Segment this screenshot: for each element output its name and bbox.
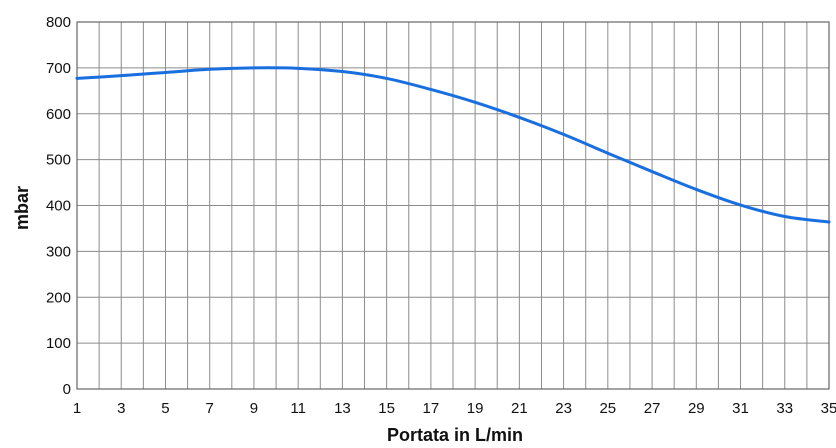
x-axis-title: Portata in L/min <box>387 425 523 445</box>
y-axis-title: mbar <box>12 186 32 230</box>
data-point <box>119 74 123 78</box>
x-tick-label: 1 <box>73 400 81 417</box>
data-point <box>429 88 433 91</box>
series-layer <box>75 66 831 224</box>
y-tick-label: 600 <box>46 106 71 123</box>
x-tick-label: 13 <box>334 400 351 417</box>
data-point <box>341 70 344 73</box>
grid <box>76 21 830 390</box>
y-tick-label: 400 <box>46 198 71 215</box>
y-tick-labels: 0 100 200 300 400 500 600 700 800 <box>46 14 71 398</box>
data-point <box>694 188 698 191</box>
data-point <box>517 116 521 119</box>
x-tick-label: 19 <box>467 400 484 417</box>
x-tick-label: 25 <box>599 400 616 417</box>
x-tick-label: 31 <box>732 400 749 417</box>
x-tick-label: 27 <box>644 400 661 417</box>
x-tick-label: 23 <box>555 400 572 417</box>
data-point <box>827 220 831 224</box>
x-tick-label: 7 <box>206 400 214 417</box>
x-tick-labels: 1 3 5 7 9 11 13 15 17 19 21 23 25 27 29 31 33 35 <box>73 400 836 417</box>
data-point <box>164 71 167 74</box>
data-point <box>252 66 256 70</box>
data-point <box>650 170 654 173</box>
x-tick-label: 21 <box>511 400 528 417</box>
y-tick-label: 500 <box>46 152 71 169</box>
y-tick-label: 700 <box>46 60 71 77</box>
data-point <box>739 203 742 207</box>
x-tick-label: 33 <box>776 400 793 417</box>
y-tick-label: 800 <box>46 14 71 31</box>
data-point <box>75 77 79 80</box>
data-point <box>783 215 787 218</box>
x-tick-label: 15 <box>378 400 395 417</box>
series-line <box>75 66 831 224</box>
y-tick-label: 300 <box>46 243 71 260</box>
data-point <box>473 100 477 104</box>
data-point <box>208 67 212 71</box>
data-point <box>385 77 389 80</box>
plot-border <box>76 21 830 390</box>
y-tick-label: 0 <box>63 381 71 398</box>
x-tick-label: 17 <box>423 400 440 417</box>
x-tick-label: 29 <box>688 400 705 417</box>
x-tick-label: 9 <box>250 400 258 417</box>
y-tick-label: 200 <box>46 289 71 306</box>
data-point <box>562 132 565 136</box>
x-tick-label: 11 <box>290 400 306 417</box>
data-point <box>606 151 610 155</box>
x-tick-label: 5 <box>161 400 169 417</box>
y-tick-label: 100 <box>46 335 71 352</box>
x-tick-label: 35 <box>821 400 836 417</box>
data-point <box>296 66 300 70</box>
plot-frame <box>76 21 830 390</box>
x-tick-label: 3 <box>117 400 125 417</box>
